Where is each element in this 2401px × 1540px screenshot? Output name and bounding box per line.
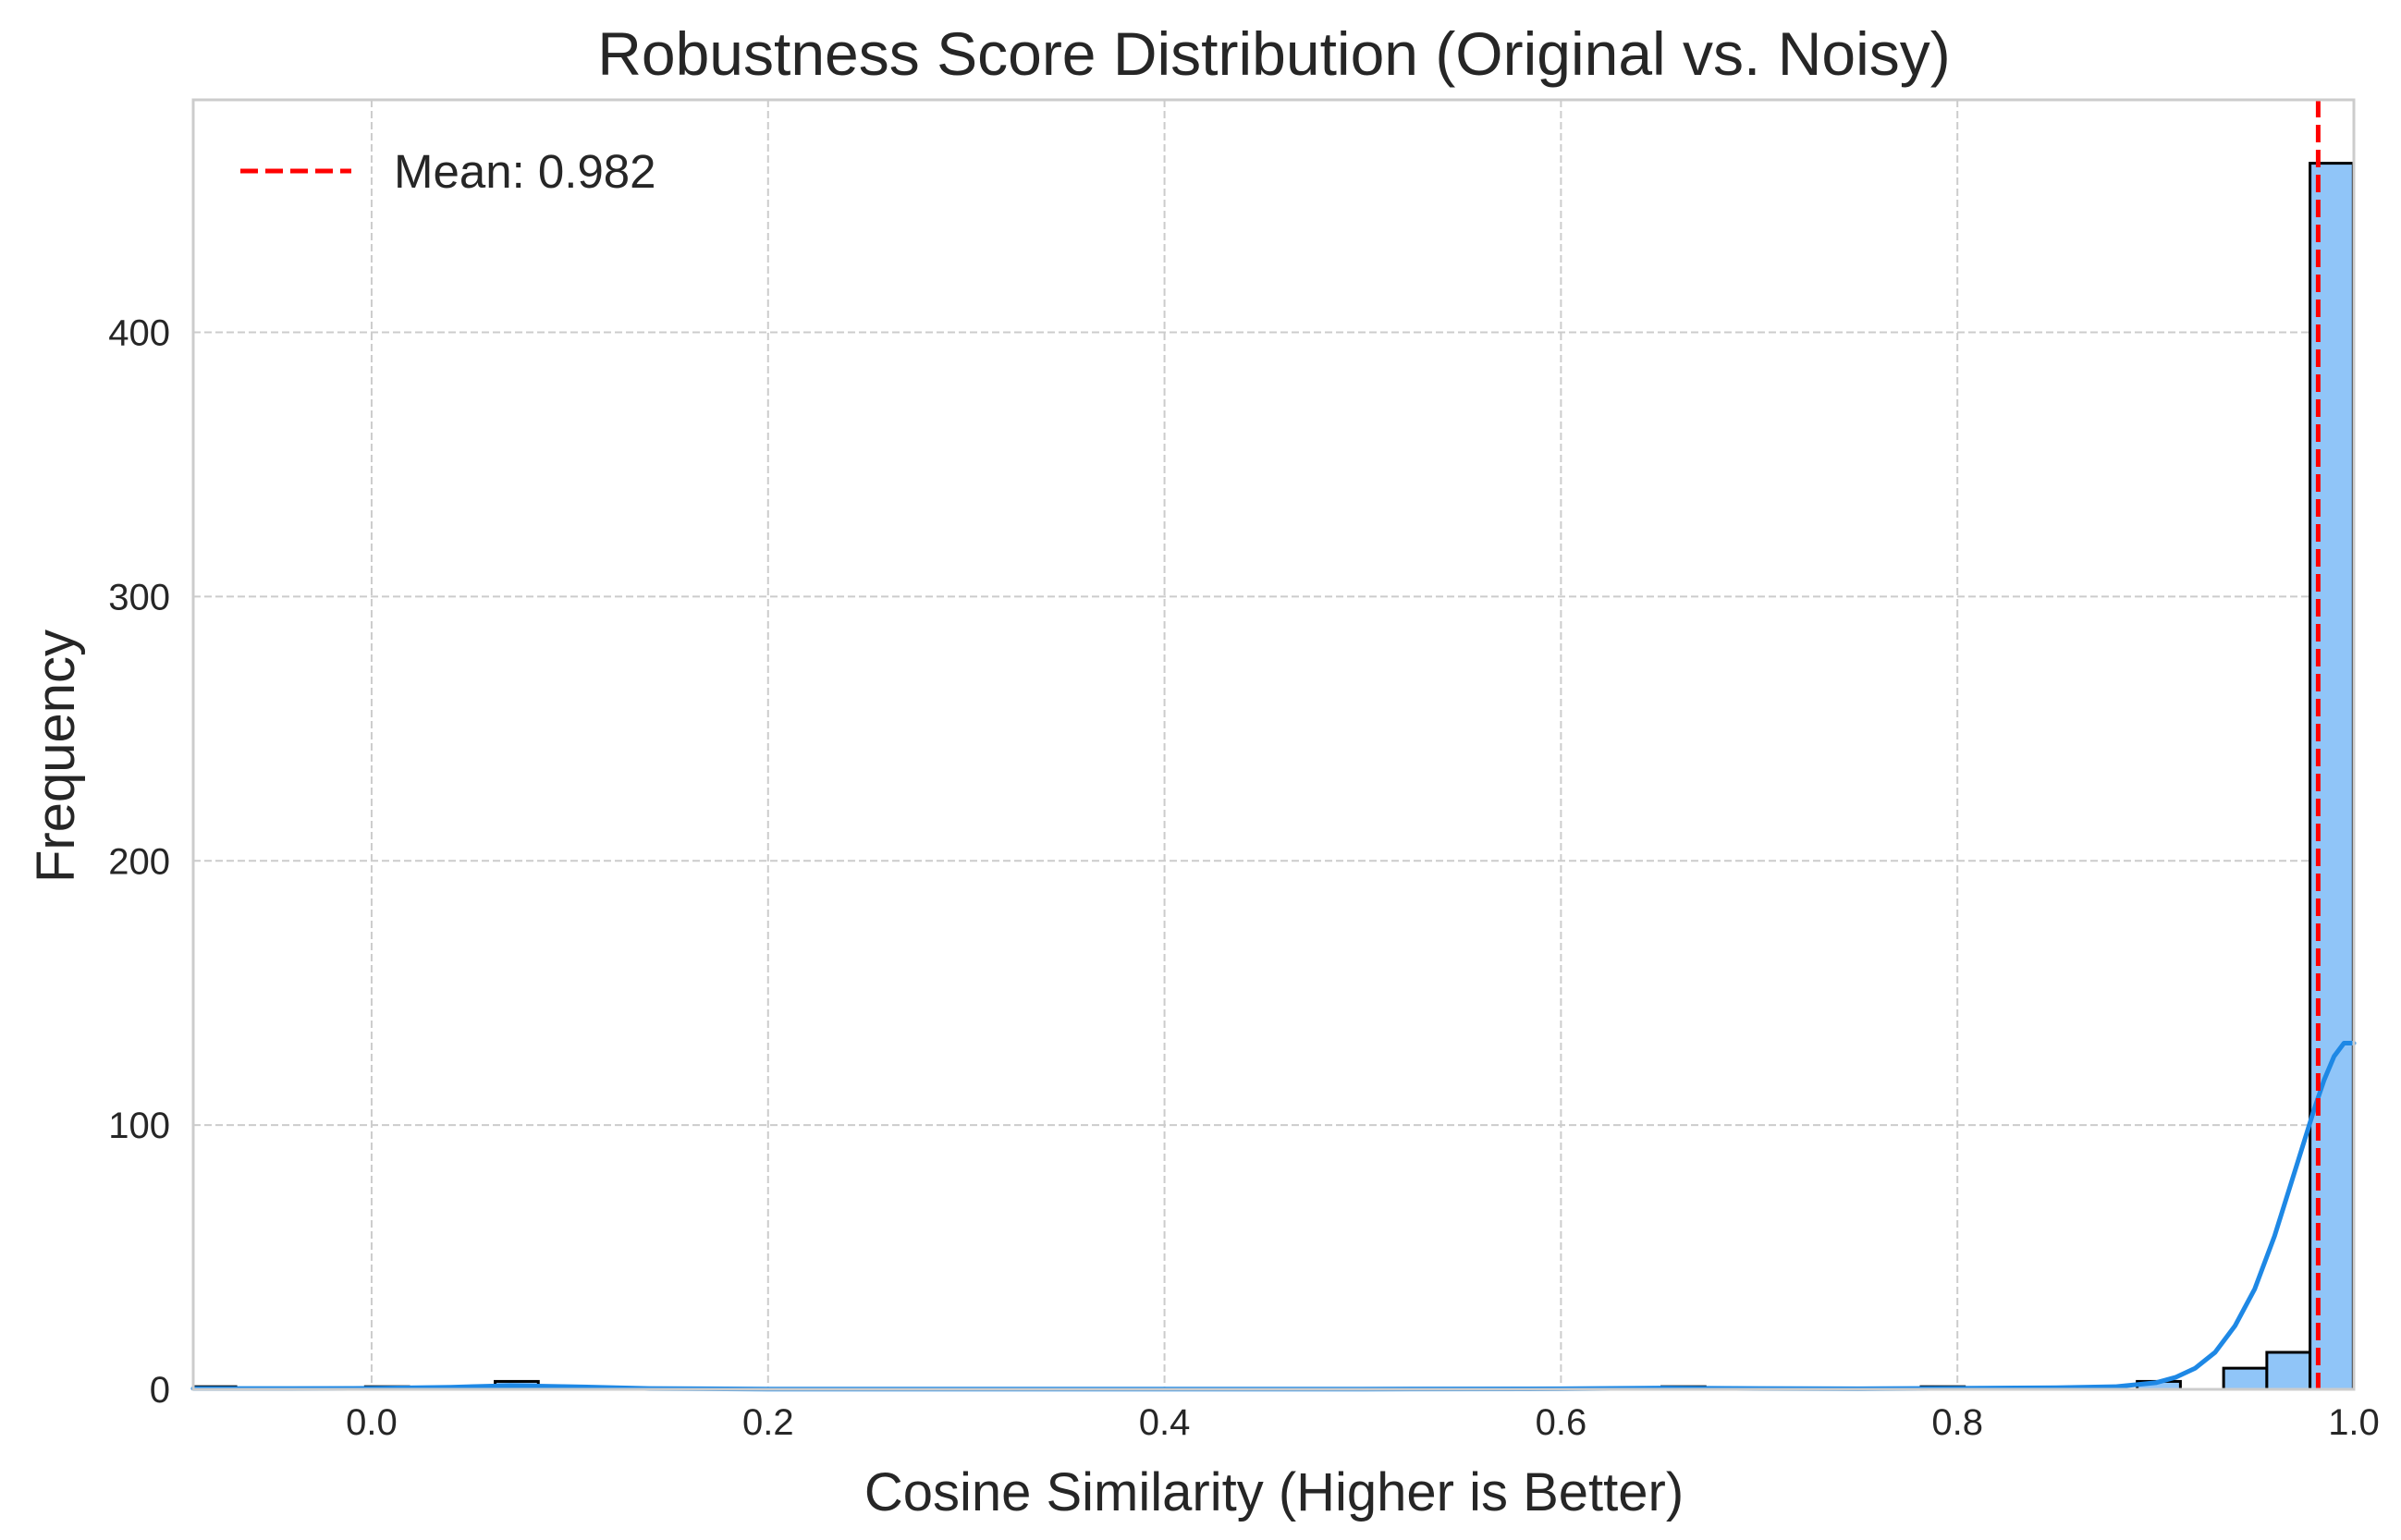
x-tick-label: 1.0: [2328, 1402, 2380, 1443]
y-tick-label: 300: [108, 577, 170, 617]
x-tick-label: 0.2: [742, 1402, 794, 1443]
grid: [193, 100, 2355, 1390]
y-axis-ticks: 0 100 200 300 400: [108, 313, 170, 1411]
plot-frame: [191, 98, 2356, 1391]
histogram-bar: [2222, 1366, 2269, 1391]
x-tick-label: 0.6: [1536, 1402, 1587, 1443]
y-tick-label: 400: [108, 313, 170, 354]
y-tick-label: 200: [108, 841, 170, 882]
chart-title: Robustness Score Distribution (Original …: [597, 19, 1951, 88]
x-axis-label: Cosine Similarity (Higher is Better): [864, 1462, 1684, 1522]
kde-curve: [190, 1041, 2357, 1392]
histogram-bar: [2265, 1351, 2312, 1391]
x-tick-label: 0.4: [1139, 1402, 1191, 1443]
x-tick-label: 0.0: [346, 1402, 398, 1443]
y-tick-label: 100: [108, 1106, 170, 1146]
y-tick-label: 0: [150, 1370, 170, 1411]
legend: Mean: 0.982: [240, 145, 656, 198]
x-tick-label: 0.8: [1931, 1402, 1983, 1443]
histogram-bars: [191, 162, 2355, 1391]
y-axis-label: Frequency: [26, 629, 86, 883]
x-axis-ticks: 0.0 0.2 0.4 0.6 0.8 1.0: [346, 1402, 2380, 1443]
legend-mean-label: Mean: 0.982: [394, 145, 656, 198]
